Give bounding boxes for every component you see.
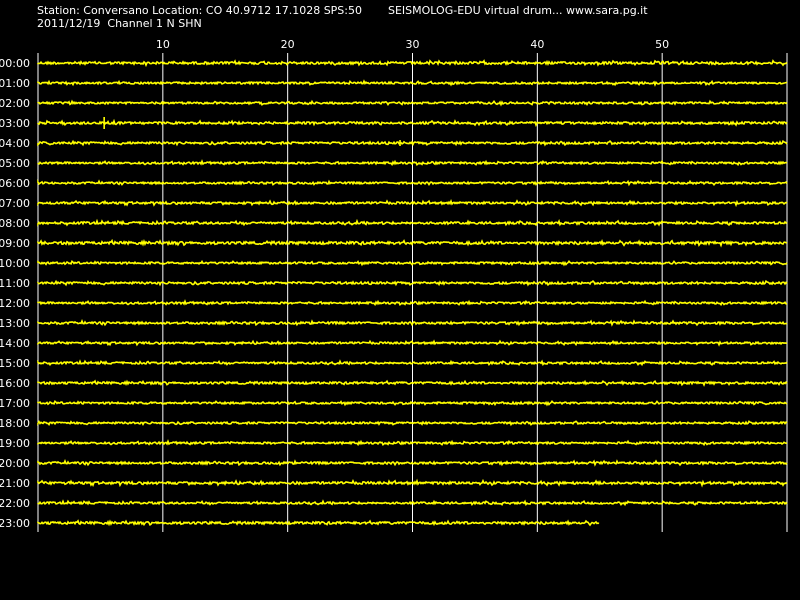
row-time-label: 11:00 — [0, 277, 30, 290]
seismic-trace — [37, 59, 788, 68]
row-time-label: 15:00 — [0, 357, 30, 370]
seismic-trace — [37, 79, 788, 87]
row-time-label: 19:00 — [0, 437, 30, 450]
trace-row: 08:00 — [0, 217, 788, 230]
trace-row: 03:00 — [0, 117, 788, 130]
row-time-label: 02:00 — [0, 97, 30, 110]
x-tick-label: 30 — [406, 38, 420, 51]
trace-row: 20:00 — [0, 457, 788, 470]
trace-row: 09:00 — [0, 237, 788, 250]
trace-row: 07:00 — [0, 197, 788, 210]
seismic-trace — [37, 399, 788, 407]
row-time-label: 16:00 — [0, 377, 30, 390]
seismic-trace — [37, 359, 788, 367]
seismic-trace — [37, 199, 788, 208]
row-time-label: 13:00 — [0, 317, 30, 330]
seismic-trace — [37, 519, 600, 527]
seismic-trace — [37, 379, 788, 387]
trace-row: 21:00 — [0, 477, 788, 490]
row-time-label: 03:00 — [0, 117, 30, 130]
seismic-trace — [37, 139, 788, 147]
trace-row: 02:00 — [0, 97, 788, 110]
seismic-trace — [37, 439, 788, 447]
row-time-label: 09:00 — [0, 237, 30, 250]
row-time-label: 23:00 — [0, 517, 30, 530]
x-tick-label: 20 — [281, 38, 295, 51]
seismic-trace — [37, 299, 788, 307]
row-time-label: 21:00 — [0, 477, 30, 490]
x-tick-label: 50 — [655, 38, 669, 51]
channel-info: 2011/12/19 Channel 1 N SHN — [37, 17, 202, 30]
trace-row: 15:00 — [0, 357, 788, 370]
row-time-label: 22:00 — [0, 497, 30, 510]
trace-row: 14:00 — [0, 337, 788, 350]
seismic-trace — [37, 458, 788, 467]
seismic-trace — [37, 499, 788, 507]
trace-row: 16:00 — [0, 377, 788, 390]
row-time-label: 07:00 — [0, 197, 30, 210]
row-time-label: 12:00 — [0, 297, 30, 310]
row-time-label: 20:00 — [0, 457, 30, 470]
x-axis: 10 20 30 40 50 — [156, 38, 669, 51]
trace-row: 13:00 — [0, 317, 788, 330]
trace-row: 00:00 — [0, 57, 788, 70]
x-tick-label: 10 — [156, 38, 170, 51]
row-time-label: 08:00 — [0, 217, 30, 230]
seismic-trace — [37, 259, 788, 267]
seismic-trace — [37, 117, 788, 129]
trace-row: 12:00 — [0, 297, 788, 310]
seismic-trace — [37, 238, 788, 248]
x-tick-label: 40 — [530, 38, 544, 51]
seismic-trace — [37, 478, 788, 488]
trace-row: 04:00 — [0, 137, 788, 150]
seismic-trace — [37, 159, 788, 167]
trace-row: 10:00 — [0, 257, 788, 270]
row-time-label: 05:00 — [0, 157, 30, 170]
seismic-trace — [37, 420, 788, 427]
row-time-label: 00:00 — [0, 57, 30, 70]
row-time-label: 01:00 — [0, 77, 30, 90]
row-time-label: 14:00 — [0, 337, 30, 350]
seismic-trace — [37, 279, 788, 287]
trace-row: 05:00 — [0, 157, 788, 170]
trace-row: 23:00 — [0, 517, 600, 530]
seismic-trace — [37, 318, 788, 327]
trace-row: 22:00 — [0, 497, 788, 510]
row-time-label: 10:00 — [0, 257, 30, 270]
row-time-label: 04:00 — [0, 137, 30, 150]
seismic-trace — [37, 179, 788, 187]
station-info: Station: Conversano Location: CO 40.9712… — [37, 4, 362, 17]
row-time-label: 17:00 — [0, 397, 30, 410]
seismic-trace — [37, 218, 788, 227]
seismic-trace — [37, 99, 788, 107]
trace-row: 06:00 — [0, 177, 788, 190]
row-time-label: 06:00 — [0, 177, 30, 190]
trace-row: 01:00 — [0, 77, 788, 90]
app-credit: SEISMOLOG-EDU virtual drum... www.sara.p… — [388, 4, 648, 17]
trace-row: 11:00 — [0, 277, 788, 290]
seismic-trace — [37, 339, 788, 347]
row-time-label: 18:00 — [0, 417, 30, 430]
trace-rows: 00:00 01:00 02:00 03:00 04:00 05:00 06:00 07:00… — [0, 57, 788, 530]
grid — [37, 53, 788, 532]
trace-row: 19:00 — [0, 437, 788, 450]
trace-row: 17:00 — [0, 397, 788, 410]
trace-row: 18:00 — [0, 417, 788, 430]
